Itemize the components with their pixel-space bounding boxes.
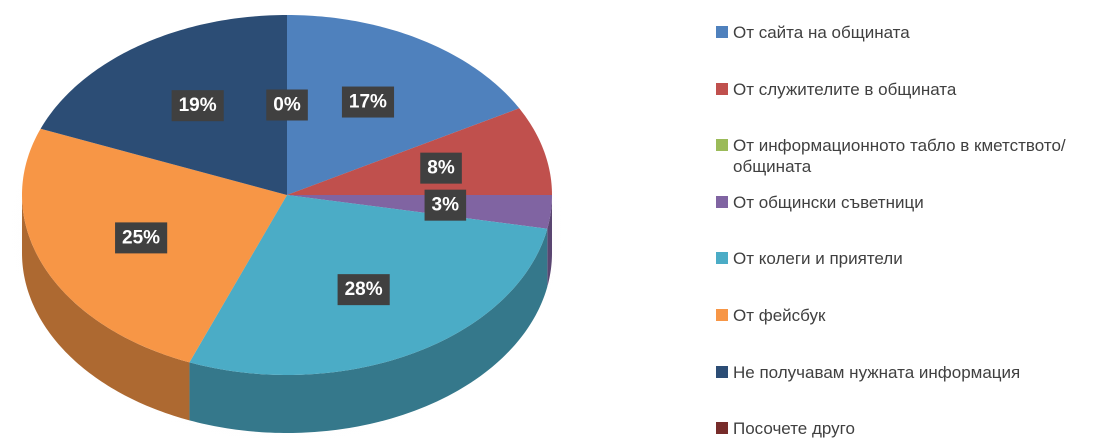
legend-item: От фейсбук bbox=[716, 305, 825, 326]
legend-swatch bbox=[716, 83, 728, 95]
legend-swatch bbox=[716, 252, 728, 264]
legend-item: От колеги и приятели bbox=[716, 248, 903, 269]
pie-slice bbox=[287, 15, 520, 195]
legend-label: От служителите в общината bbox=[733, 80, 957, 99]
data-label: 19% bbox=[179, 95, 217, 116]
data-label-box bbox=[266, 89, 308, 121]
legend-label: Посочете друго bbox=[733, 419, 855, 438]
data-label: 17% bbox=[349, 92, 387, 113]
legend-item: От информационното табло в кметството/об… bbox=[716, 135, 1073, 177]
pie-side bbox=[189, 228, 548, 433]
data-label-box bbox=[341, 86, 395, 118]
legend-item: От сайта на общината bbox=[716, 22, 910, 43]
data-label-box bbox=[424, 189, 467, 221]
legend: От сайта на общината От служителите в общ… bbox=[716, 0, 1104, 448]
data-label: 3% bbox=[432, 195, 460, 216]
legend-swatch bbox=[716, 26, 728, 38]
data-label-box bbox=[420, 152, 462, 184]
legend-label: От сайта на общината bbox=[733, 23, 910, 42]
legend-label: От информационното табло в кметството/об… bbox=[733, 136, 1066, 176]
legend-label: Не получавам нужната информация bbox=[733, 363, 1021, 382]
data-label-box bbox=[115, 222, 168, 254]
pie-side bbox=[22, 195, 190, 421]
pie-slice bbox=[40, 15, 288, 195]
data-label: 0% bbox=[273, 95, 301, 116]
legend-label: От общински съветници bbox=[733, 193, 924, 212]
legend-item: Не получавам нужната информация bbox=[716, 362, 1020, 383]
data-label: 8% bbox=[427, 158, 455, 179]
legend-label: От колеги и приятели bbox=[733, 249, 903, 268]
pie-area: 17% 8% 3% 28% 25% 19% 0% bbox=[0, 0, 587, 448]
data-label: 25% bbox=[122, 227, 160, 248]
legend-swatch bbox=[716, 422, 728, 434]
legend-swatch bbox=[716, 139, 728, 151]
legend-swatch bbox=[716, 196, 728, 208]
data-label: 28% bbox=[345, 279, 383, 300]
legend-label: От фейсбук bbox=[733, 306, 826, 325]
legend-swatch bbox=[716, 309, 728, 321]
pie-slice bbox=[287, 108, 552, 195]
data-label-box bbox=[337, 274, 390, 306]
legend-item: От общински съветници bbox=[716, 192, 924, 213]
pie-side bbox=[547, 195, 552, 287]
pie-slice bbox=[287, 195, 552, 229]
legend-item: От служителите в общината bbox=[716, 79, 956, 100]
legend-item: Посочете друго bbox=[716, 418, 855, 439]
data-label-box bbox=[171, 90, 224, 122]
legend-swatch bbox=[716, 366, 728, 378]
